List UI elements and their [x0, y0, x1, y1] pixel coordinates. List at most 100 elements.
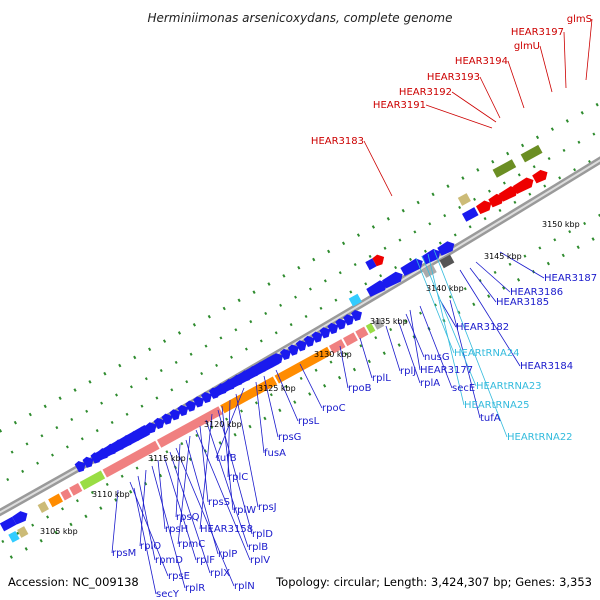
tick	[165, 450, 169, 454]
gene-upper	[382, 271, 403, 289]
tick	[382, 351, 386, 356]
leader-line	[227, 399, 231, 478]
tick	[259, 339, 263, 343]
leader-line	[205, 419, 249, 548]
gene-lower	[79, 470, 106, 490]
tick	[249, 320, 253, 324]
leader-line	[475, 261, 511, 293]
tick	[195, 433, 199, 438]
tick	[401, 208, 405, 213]
tick	[25, 442, 29, 446]
tick	[312, 257, 316, 262]
tick	[508, 262, 512, 266]
tick	[159, 368, 163, 373]
gene-label-rpla: rplA	[420, 378, 440, 389]
tick	[337, 375, 342, 380]
tick	[493, 270, 497, 274]
tick	[458, 205, 462, 210]
tick	[308, 287, 312, 291]
tick	[423, 249, 427, 253]
gene-label-rplw: rplW	[233, 505, 256, 516]
leader-line	[405, 313, 425, 358]
leader-line	[151, 465, 186, 589]
tick	[118, 363, 122, 368]
tick	[70, 417, 74, 422]
tick	[207, 314, 211, 319]
gene-arrow	[303, 335, 315, 348]
leader-line	[157, 459, 166, 530]
gene-upper	[365, 258, 377, 271]
gene-label-rplx: rplX	[210, 568, 230, 579]
tick	[110, 420, 114, 425]
tick	[120, 474, 124, 478]
tick	[282, 274, 286, 278]
tick-marks	[0, 102, 600, 559]
tick	[413, 230, 417, 234]
leader-line	[385, 325, 401, 372]
tick	[297, 265, 301, 270]
gene-label-rplb: rplB	[248, 542, 268, 553]
gene-labels: secY rpsM rpsE rpmD rplO rplR rpsH rplF rplX rplN…	[112, 14, 597, 600]
tick	[323, 279, 327, 283]
gene-arrow	[185, 400, 197, 412]
tick	[304, 314, 308, 319]
tick	[561, 253, 565, 258]
tick	[498, 208, 502, 213]
gene-label-tufa: tufA	[480, 413, 501, 424]
gene-lower	[372, 318, 385, 330]
tick	[535, 135, 540, 140]
gene-label-tufb: tufB	[216, 453, 237, 464]
leader-line	[235, 393, 259, 508]
tick	[204, 344, 208, 348]
map-title: Herminiimonas arsenicoxydans, complete g…	[147, 11, 452, 25]
gene-lower	[0, 516, 17, 532]
leader-line	[163, 455, 197, 561]
tick	[269, 393, 273, 397]
tick	[314, 368, 318, 372]
tick	[75, 499, 79, 503]
gene-arrow	[161, 413, 173, 425]
leader-line	[539, 45, 553, 93]
tick	[383, 246, 387, 250]
tick	[278, 408, 282, 413]
tick	[219, 336, 223, 340]
gene-features	[0, 144, 548, 543]
tick	[99, 506, 103, 510]
tick	[349, 290, 353, 294]
gene-label-rplv: rplV	[250, 555, 270, 566]
gene-label-rpsh: rpsH	[165, 524, 188, 535]
leader-line	[479, 76, 501, 119]
gene-arrow	[200, 391, 212, 404]
gene-lower	[365, 322, 376, 334]
tick	[371, 225, 375, 229]
gene-arrow	[153, 417, 165, 430]
tick	[46, 515, 50, 519]
leader-line	[397, 319, 421, 384]
leader-line	[111, 489, 119, 554]
leader-line	[425, 104, 493, 129]
tick	[491, 159, 495, 164]
tick	[222, 306, 226, 311]
tick	[364, 282, 368, 286]
tick	[95, 429, 99, 433]
tick	[133, 355, 137, 360]
scale-labels: 3105 kbp 3110 kbp 3115 kbp 3120 kbp 3125 kbp…	[40, 220, 580, 536]
gene-label-nusg: nusG	[424, 352, 450, 363]
tick	[446, 184, 450, 188]
tick	[73, 388, 77, 392]
tick	[294, 295, 298, 299]
tick	[240, 409, 243, 413]
tick	[65, 445, 69, 449]
tick	[547, 156, 551, 161]
tick	[267, 282, 271, 286]
gene-arrow	[343, 314, 355, 326]
tick	[31, 523, 35, 527]
tick	[502, 181, 506, 185]
tick	[368, 254, 372, 258]
gene-label-glms: glmS	[567, 14, 592, 25]
gene-label-rplj: rplJ	[400, 366, 416, 377]
tick	[185, 380, 189, 384]
gene-upper	[366, 280, 387, 297]
tick	[263, 416, 267, 421]
gene-lower	[220, 376, 278, 414]
